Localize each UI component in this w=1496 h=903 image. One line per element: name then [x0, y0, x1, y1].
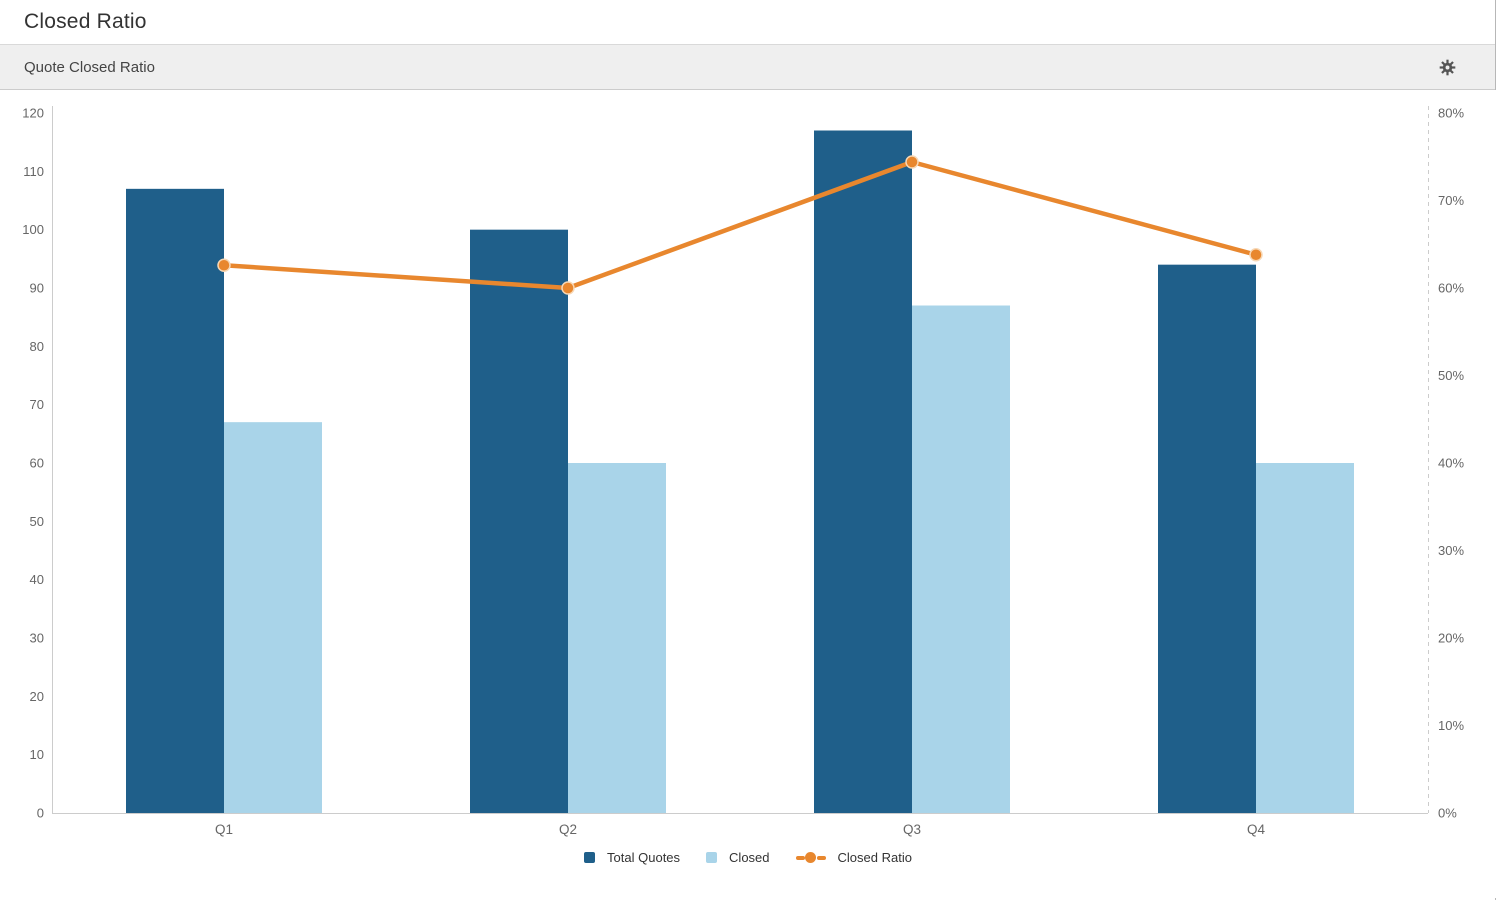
- bar-closed-q3[interactable]: [912, 305, 1010, 814]
- legend-swatch-total-quotes: [584, 852, 596, 863]
- page-header: Closed Ratio: [0, 0, 1495, 44]
- chart-area: 0 10 20 30 40 50 60 70 80 90 100 110 120 0% 10% 20% 30% 4…: [0, 90, 1496, 898]
- bar-total-quotes-q1[interactable]: [126, 188, 224, 813]
- x-axis-label-q1: Q1: [215, 822, 233, 837]
- left-axis-tick-50: 50: [30, 514, 44, 529]
- left-axis-tick-100: 100: [22, 222, 44, 237]
- left-axis-tick-0: 0: [37, 806, 44, 821]
- left-axis-tick-40: 40: [30, 572, 44, 587]
- legend-swatch-closed: [706, 852, 718, 863]
- settings-button[interactable]: [1437, 57, 1471, 77]
- closed-ratio-line[interactable]: [221, 159, 1259, 291]
- left-axis-tick-80: 80: [30, 339, 44, 354]
- left-axis-tick-70: 70: [30, 397, 44, 412]
- chart-legend: Total Quotes Closed Closed Ratio: [0, 850, 1496, 865]
- legend-line-marker-closed-ratio: [795, 852, 826, 863]
- bar-closed-q2[interactable]: [568, 463, 666, 813]
- closed-ratio-point-q4[interactable]: [1249, 248, 1263, 262]
- bar-closed-q1[interactable]: [224, 422, 322, 813]
- bar-closed-q4[interactable]: [1256, 463, 1354, 813]
- left-axis-tick-20: 20: [30, 689, 44, 704]
- legend-label-total-quotes: Total Quotes: [607, 850, 681, 865]
- right-axis-tick-70: 70%: [1438, 193, 1464, 208]
- left-axis-tick-90: 90: [30, 281, 44, 296]
- legend-item-closed-ratio[interactable]: Closed Ratio: [795, 850, 912, 865]
- right-axis-tick-30: 30%: [1438, 543, 1464, 558]
- x-axis-label-q2: Q2: [559, 822, 577, 837]
- right-axis-tick-20: 20%: [1438, 631, 1464, 646]
- page-title: Closed Ratio: [24, 10, 147, 33]
- left-axis-tick-120: 120: [22, 106, 44, 121]
- legend-item-closed[interactable]: Closed: [706, 850, 770, 865]
- bar-total-quotes-q3[interactable]: [814, 130, 912, 814]
- right-axis-tick-40: 40%: [1438, 456, 1464, 471]
- legend-item-total-quotes[interactable]: Total Quotes: [584, 850, 680, 865]
- left-axis-tick-110: 110: [23, 164, 44, 179]
- legend-label-closed: Closed: [729, 850, 770, 865]
- closed-ratio-point-q1[interactable]: [217, 258, 231, 272]
- right-axis-tick-60: 60%: [1438, 281, 1464, 296]
- right-axis-tick-80: 80%: [1438, 106, 1464, 121]
- x-axis-label-q4: Q4: [1247, 822, 1266, 837]
- x-axis-label-q3: Q3: [903, 822, 921, 837]
- panel-header: Quote Closed Ratio: [0, 44, 1495, 90]
- quote-closed-ratio-chart: 0 10 20 30 40 50 60 70 80 90 100 110 120 0% 10% 20% 30% 4…: [22, 106, 1464, 838]
- closed-ratio-point-q2[interactable]: [561, 281, 575, 295]
- legend-label-closed-ratio: Closed Ratio: [837, 850, 912, 865]
- left-axis-tick-30: 30: [30, 631, 44, 646]
- left-axis-tick-10: 10: [30, 747, 44, 762]
- bar-total-quotes-q4[interactable]: [1158, 264, 1256, 813]
- closed-ratio-point-q3[interactable]: [905, 155, 919, 169]
- right-axis-tick-0: 0%: [1438, 806, 1457, 821]
- left-axis-tick-60: 60: [30, 456, 44, 471]
- panel-title: Quote Closed Ratio: [24, 58, 155, 76]
- right-axis-tick-50: 50%: [1438, 368, 1464, 383]
- bar-total-quotes-q2[interactable]: [470, 229, 568, 813]
- right-axis-tick-10: 10%: [1438, 718, 1464, 733]
- gear-icon[interactable]: [1439, 59, 1456, 76]
